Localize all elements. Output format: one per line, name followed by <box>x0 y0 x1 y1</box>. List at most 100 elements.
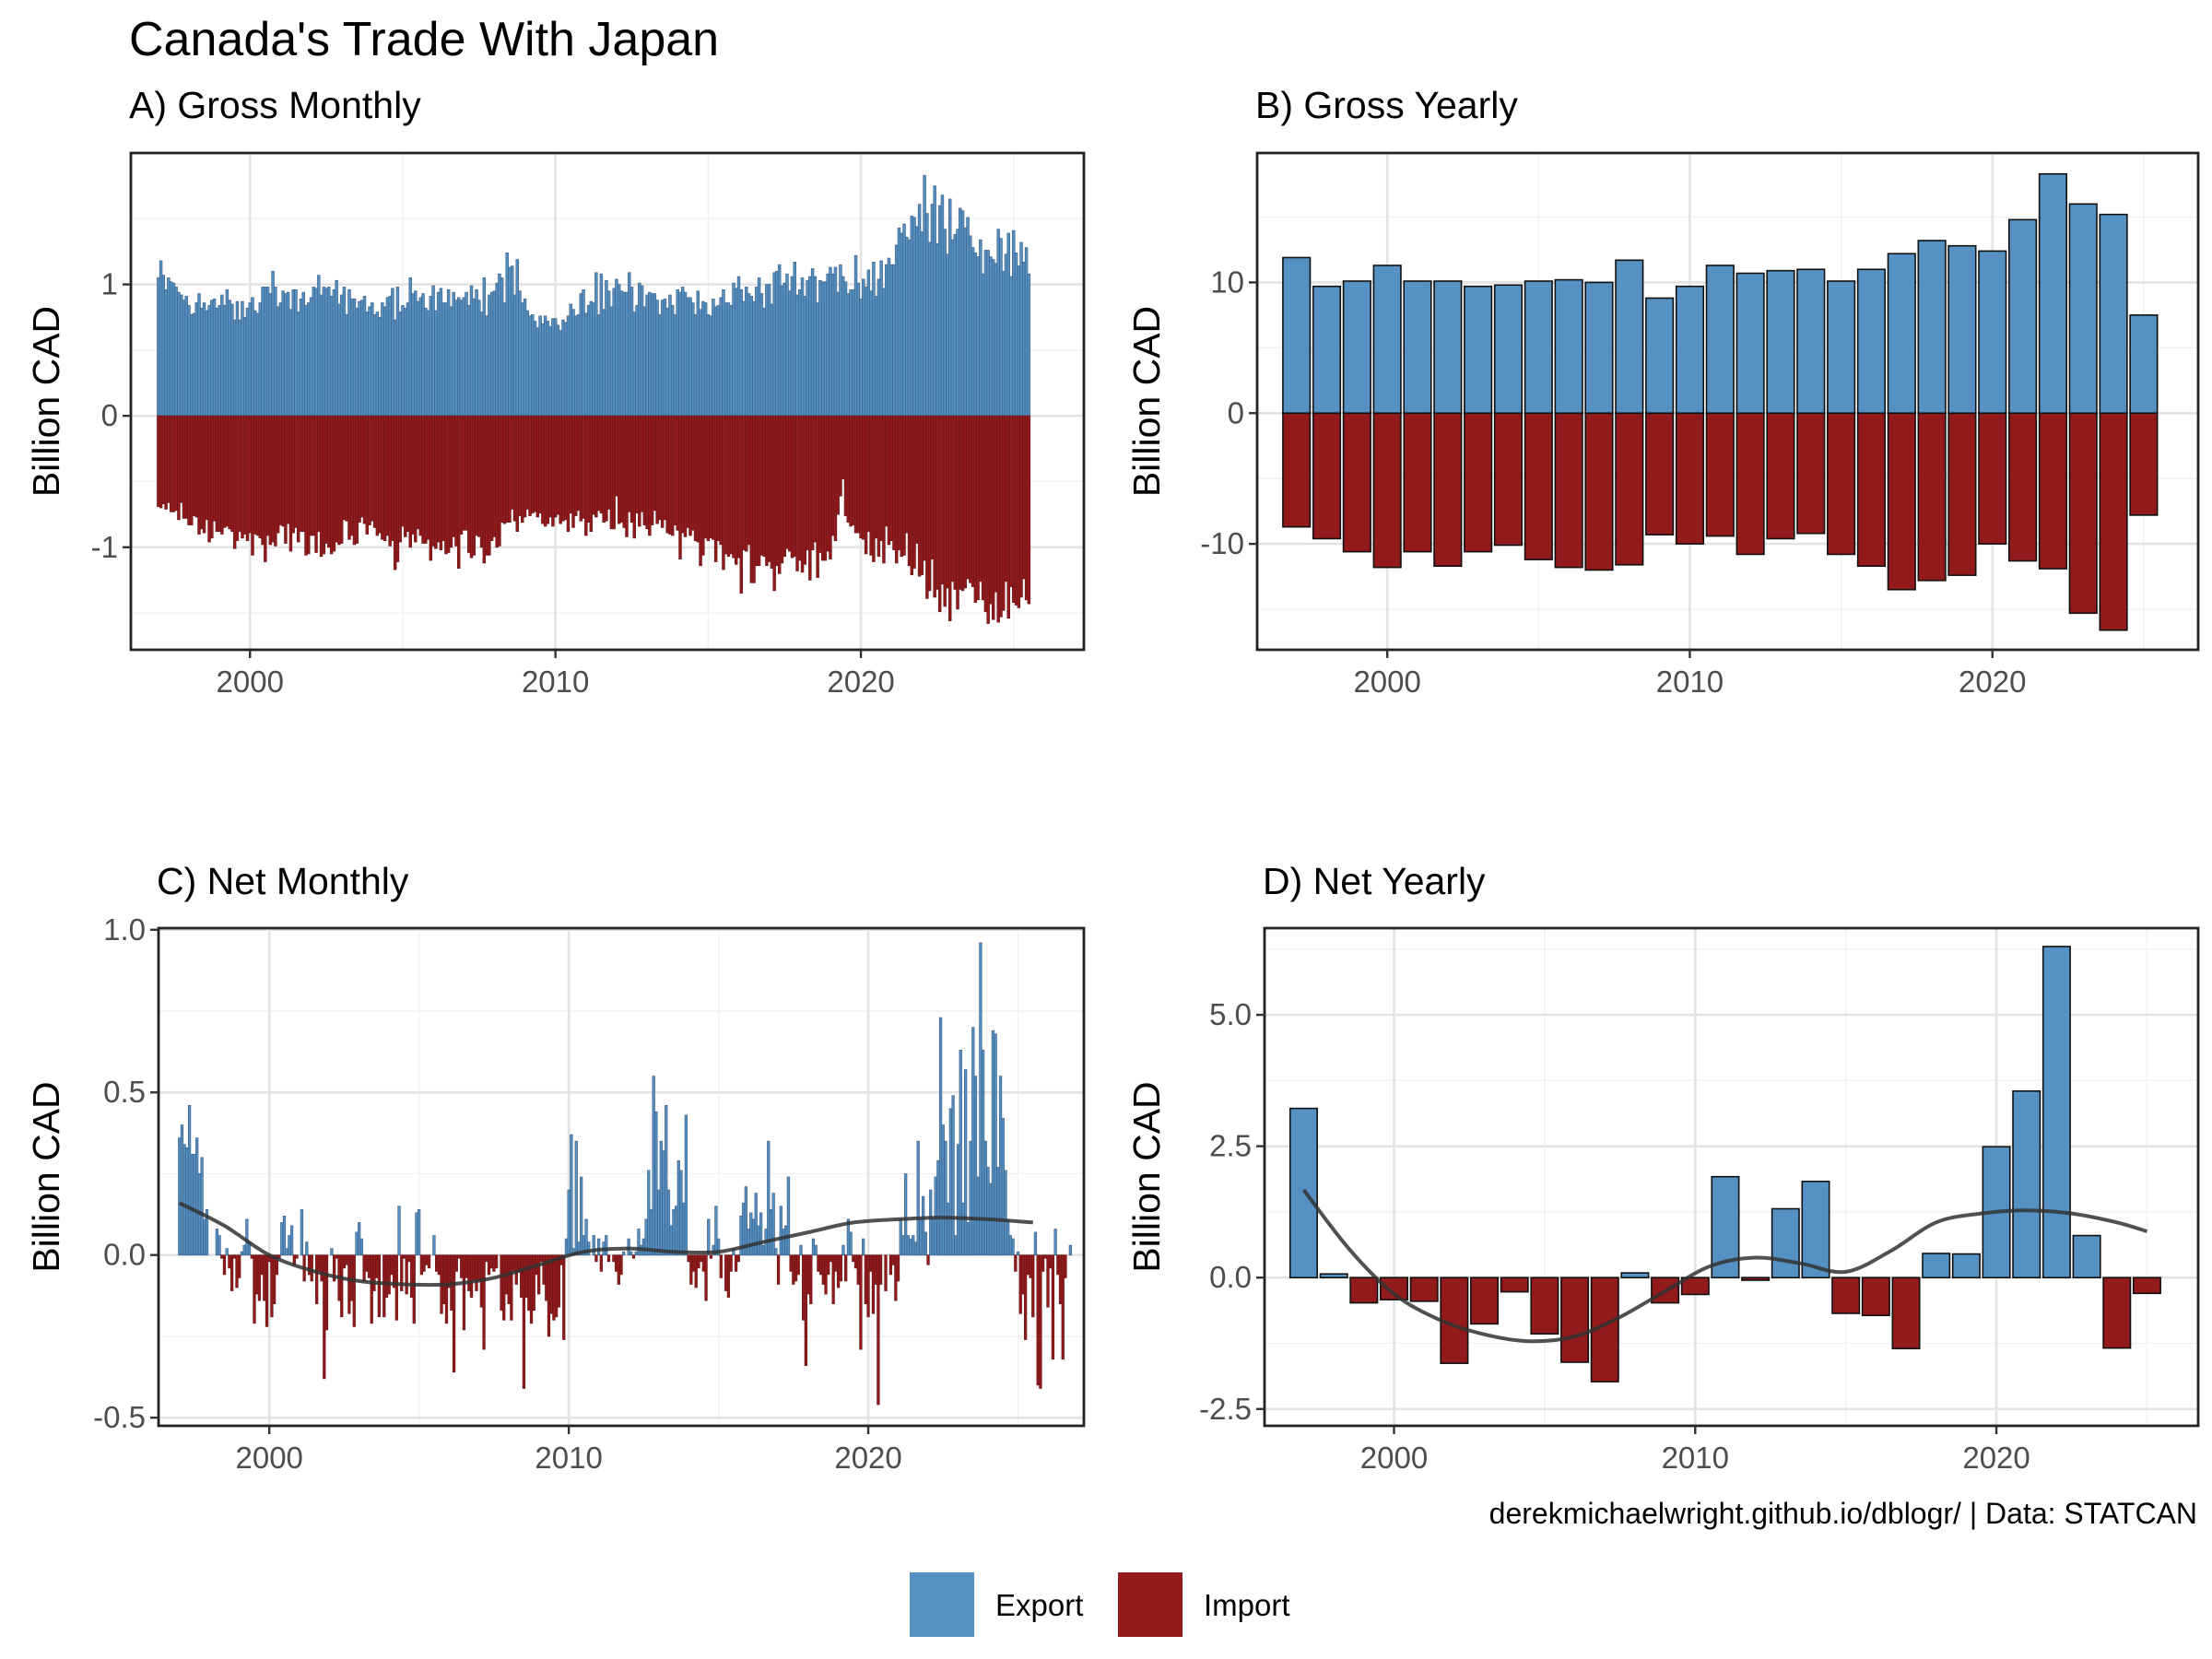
bar-import <box>487 1254 491 1276</box>
bar-import <box>612 1254 616 1263</box>
bar-import <box>479 415 484 548</box>
x-tick-label: 2000 <box>1353 665 1420 699</box>
bar-import <box>505 415 509 524</box>
bar-export <box>1024 247 1029 417</box>
bar-import <box>950 415 955 582</box>
bar-import <box>1403 412 1432 553</box>
bar-export <box>659 1140 663 1256</box>
bar-export <box>969 235 972 417</box>
bar-export <box>1008 1235 1013 1256</box>
bar-export <box>923 174 926 417</box>
bar-import <box>1554 412 1583 569</box>
bar-import <box>586 415 591 524</box>
bar-export <box>846 293 850 417</box>
bar-export <box>525 310 530 417</box>
bar-import <box>329 415 334 555</box>
bar-import <box>859 1254 863 1350</box>
bar-import <box>792 1254 795 1285</box>
bar-export <box>245 307 250 417</box>
bar-export <box>755 287 759 417</box>
bar-export <box>393 319 397 417</box>
bar-import <box>1464 412 1493 553</box>
bar-import <box>465 1254 468 1278</box>
bar-export <box>371 302 374 417</box>
bar-import <box>164 415 168 510</box>
y-tick-label: 1.0 <box>103 912 146 947</box>
bar-import <box>701 1254 705 1272</box>
bar-import <box>556 415 560 515</box>
bar-import <box>500 415 504 524</box>
bar-export <box>656 1189 661 1256</box>
bar-import <box>852 1254 855 1263</box>
bar-import <box>398 415 402 543</box>
bar-export <box>762 307 766 417</box>
bar-import <box>829 415 832 559</box>
bar-import <box>444 415 448 555</box>
bar-export <box>372 314 377 417</box>
bar-import <box>752 415 756 583</box>
bar-export <box>1053 1229 1057 1256</box>
bar-import <box>879 415 883 542</box>
bar-import <box>174 415 178 512</box>
bar-export <box>948 1108 953 1256</box>
bar-export <box>238 319 241 417</box>
bar-import <box>810 415 815 550</box>
bar-import <box>594 415 598 518</box>
bar-import <box>878 1254 883 1285</box>
bar-import <box>816 415 819 578</box>
bar-import <box>925 415 929 599</box>
bar-import <box>697 1254 700 1269</box>
bar-import <box>1019 415 1023 598</box>
bar-export <box>167 277 171 417</box>
bar-import <box>960 415 965 592</box>
bar-export <box>564 1238 569 1256</box>
y-tick-label: 1 <box>101 267 118 301</box>
bar-import <box>441 415 445 542</box>
bar-import <box>1001 415 1006 611</box>
bar-import <box>650 415 654 525</box>
bar-import <box>340 1254 344 1318</box>
bar-export <box>663 298 667 417</box>
grid <box>159 928 1084 1426</box>
bar-export <box>1917 240 1947 415</box>
bar-export <box>355 1231 359 1256</box>
bar-import <box>1380 1277 1409 1300</box>
bar-import <box>1006 415 1010 619</box>
bar-import <box>872 415 876 562</box>
bar-export <box>327 287 331 417</box>
bar-import <box>467 415 471 553</box>
bar-export <box>482 277 487 417</box>
bar-export <box>652 1076 655 1256</box>
bar-export <box>617 284 621 417</box>
bar-import <box>243 415 247 535</box>
bar-import <box>765 415 769 567</box>
bar-export <box>951 1095 955 1256</box>
bar-import <box>528 415 532 516</box>
bar-export <box>548 325 552 417</box>
bar-export <box>976 1176 980 1256</box>
panel-title: B) Gross Yearly <box>1255 84 1518 126</box>
bar-export <box>989 256 993 417</box>
bar-import <box>704 1254 708 1301</box>
bar-import <box>309 415 313 536</box>
bar-import <box>372 1254 376 1291</box>
bar-export <box>381 302 384 417</box>
bar-export <box>933 185 936 417</box>
bar-import <box>299 415 303 533</box>
bar-export <box>355 307 359 417</box>
bar-export <box>345 314 348 417</box>
bar-export <box>665 307 669 417</box>
bar-export <box>670 305 675 417</box>
bar-export <box>998 1076 1003 1256</box>
bar-import <box>1978 412 2007 545</box>
bar-export <box>901 1235 905 1256</box>
bar-export <box>330 1248 334 1256</box>
bar-import <box>489 1254 493 1269</box>
panel-a: 2000 2010 2020 -1 0 1 A) Gross Monthly Billion … <box>25 84 1086 699</box>
bar-import <box>492 1254 496 1272</box>
bar-import <box>887 415 891 546</box>
bar-import <box>777 415 782 574</box>
bar-export <box>271 270 275 417</box>
panel-c: 2000 2010 2020 -0.5 0.0 0.5 1.0 C) Net Monthly B… <box>25 860 1086 1475</box>
